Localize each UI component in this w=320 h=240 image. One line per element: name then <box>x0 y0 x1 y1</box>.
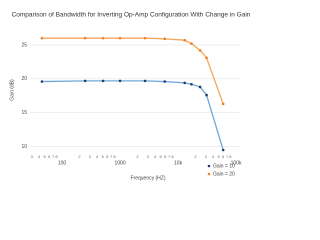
data-point <box>163 80 167 83</box>
y-tick-label: 25 <box>21 42 27 48</box>
x-minor-tick-label: 2 <box>78 154 81 159</box>
data-point <box>198 85 202 89</box>
x-minor-tick-label: 4 <box>212 154 215 159</box>
data-point <box>118 79 122 83</box>
legend-marker <box>207 164 211 168</box>
x-minor-tick-label: 2 <box>136 154 139 159</box>
x-minor-tick-label: 8 <box>171 154 174 159</box>
data-point <box>101 36 105 40</box>
data-point <box>190 82 193 86</box>
data-point <box>40 36 44 40</box>
data-point <box>198 49 202 52</box>
data-point <box>40 80 44 83</box>
x-minor-tick-label: 6 <box>48 154 51 159</box>
x-minor-tick-label: 4 <box>96 154 99 159</box>
x-minor-tick-label: 5 <box>101 154 104 159</box>
x-minor-tick-label: 7 <box>168 154 171 159</box>
data-point <box>221 148 225 152</box>
x-minor-tick-label: 3 <box>147 154 150 159</box>
x-minor-tick-label: 8 <box>113 154 116 159</box>
y-tick-label: 20 <box>21 76 27 82</box>
legend-label: Gain = 20 <box>213 171 235 177</box>
data-point <box>205 56 208 60</box>
data-point <box>143 79 147 83</box>
x-minor-tick-label: 5 <box>159 154 162 159</box>
y-axis-title: Gain (dB) <box>9 79 15 101</box>
x-tick-label: 10k <box>174 160 183 166</box>
data-point <box>163 37 167 41</box>
data-point <box>143 36 147 40</box>
x-tick-label: 100k <box>231 160 242 166</box>
chart-title: Comparison of Bandwidth for Inverting Op… <box>12 12 251 19</box>
series-line <box>41 80 224 151</box>
series-line <box>41 37 224 105</box>
x-tick-label: 100 <box>58 160 67 166</box>
data-point <box>190 42 193 45</box>
y-tick-label: 10 <box>21 144 27 150</box>
x-minor-tick-label: 8 <box>55 154 58 159</box>
x-axis-title: Frequency (HZ) <box>130 175 165 181</box>
data-point <box>101 79 105 83</box>
data-point <box>205 93 208 97</box>
x-minor-tick-label: 8 <box>229 154 232 159</box>
x-minor-tick-label: 6 <box>106 154 109 159</box>
x-minor-tick-label: 7 <box>110 154 113 159</box>
data-point <box>183 81 186 85</box>
x-minor-tick-label: 6 <box>222 154 225 159</box>
y-tick-label: 15 <box>21 110 27 116</box>
x-minor-tick-label: 5 <box>43 154 46 159</box>
x-minor-tick-label: 3 <box>205 154 208 159</box>
x-minor-tick-label: 3 <box>31 154 34 159</box>
legend-label: Gain = 10 <box>213 163 235 169</box>
x-minor-tick-label: 4 <box>38 154 41 159</box>
data-point <box>83 79 87 83</box>
x-minor-tick-label: 4 <box>154 154 157 159</box>
x-minor-tick-label: 7 <box>226 154 229 159</box>
x-minor-tick-label: 7 <box>52 154 55 159</box>
data-point <box>118 36 122 40</box>
data-point <box>83 36 87 40</box>
data-point <box>221 102 225 106</box>
x-minor-tick-label: 2 <box>194 154 197 159</box>
chart: Comparison of Bandwidth for Inverting Op… <box>9 12 251 182</box>
data-point <box>183 38 186 42</box>
x-minor-tick-label: 5 <box>217 154 220 159</box>
legend-marker <box>207 172 211 176</box>
x-minor-tick-label: 6 <box>164 154 167 159</box>
x-tick-label: 1000 <box>114 160 125 166</box>
x-minor-tick-label: 3 <box>89 154 92 159</box>
